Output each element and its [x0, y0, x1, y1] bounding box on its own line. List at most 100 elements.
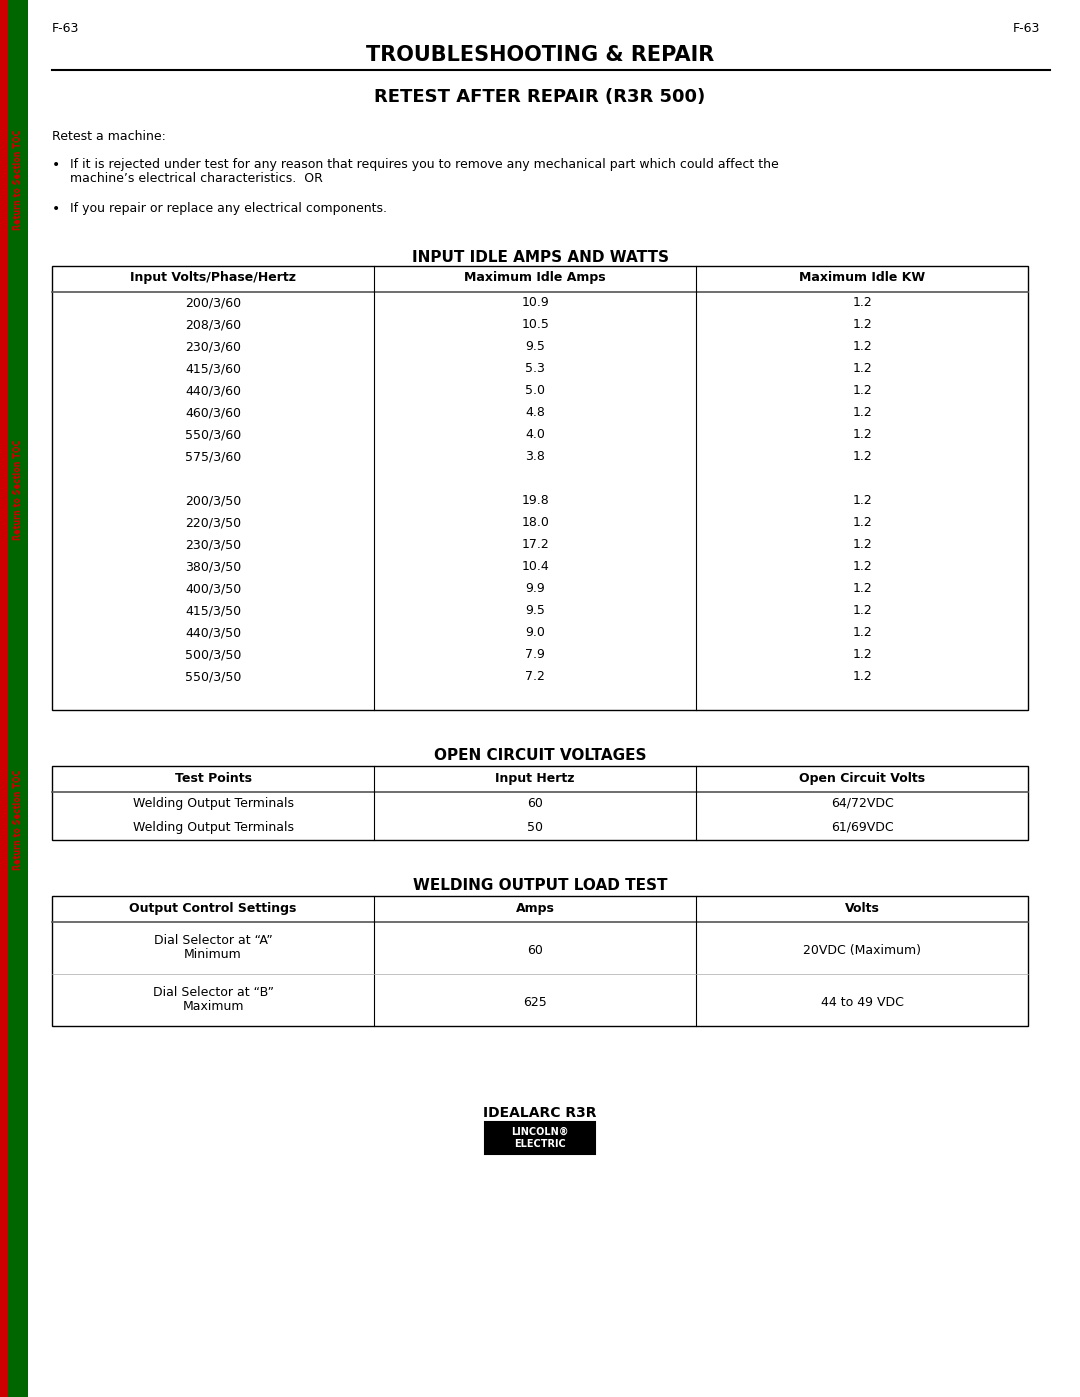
Text: 550/3/50: 550/3/50	[185, 671, 241, 683]
Text: 415/3/60: 415/3/60	[185, 362, 241, 374]
Text: 9.5: 9.5	[525, 604, 545, 617]
Text: 9.9: 9.9	[525, 583, 545, 595]
Text: 460/3/60: 460/3/60	[185, 407, 241, 419]
Text: F-63: F-63	[1013, 22, 1040, 35]
Text: 415/3/50: 415/3/50	[185, 604, 241, 617]
Text: LINCOLN®
ELECTRIC: LINCOLN® ELECTRIC	[511, 1127, 569, 1148]
Text: Welding Output Terminals: Welding Output Terminals	[133, 798, 294, 810]
Text: WELDING OUTPUT LOAD TEST: WELDING OUTPUT LOAD TEST	[413, 877, 667, 893]
Bar	[0, 0, 8, 1397]
Text: Return to Master TOC: Return to Master TOC	[13, 331, 23, 429]
Text: TROUBLESHOOTING & REPAIR: TROUBLESHOOTING & REPAIR	[366, 45, 714, 66]
Text: 230/3/50: 230/3/50	[185, 538, 241, 550]
Text: Return to Section TOC: Return to Section TOC	[13, 130, 23, 231]
Text: 1.2: 1.2	[852, 427, 872, 441]
Text: 3.8: 3.8	[525, 450, 545, 462]
Bar	[52, 766, 1028, 840]
Text: 44 to 49 VDC: 44 to 49 VDC	[821, 996, 904, 1009]
Text: If it is rejected under test for any reason that requires you to remove any mech: If it is rejected under test for any rea…	[70, 158, 779, 170]
Text: 1.2: 1.2	[852, 296, 872, 309]
Bar	[8, 0, 28, 1397]
Text: 64/72VDC: 64/72VDC	[831, 798, 893, 810]
Text: OPEN CIRCUIT VOLTAGES: OPEN CIRCUIT VOLTAGES	[434, 747, 646, 763]
Text: 1.2: 1.2	[852, 560, 872, 573]
Text: 50: 50	[527, 821, 543, 834]
Text: 1.2: 1.2	[852, 407, 872, 419]
Text: 19.8: 19.8	[522, 495, 549, 507]
Text: Return to Master TOC: Return to Master TOC	[13, 641, 23, 739]
Text: Amps: Amps	[515, 902, 554, 915]
Text: RETEST AFTER REPAIR (R3R 500): RETEST AFTER REPAIR (R3R 500)	[375, 88, 705, 106]
Text: 18.0: 18.0	[522, 515, 549, 529]
Text: 5.3: 5.3	[525, 362, 545, 374]
Text: 200/3/60: 200/3/60	[185, 296, 241, 309]
Text: machine’s electrical characteristics.  OR: machine’s electrical characteristics. OR	[70, 172, 323, 184]
Text: 61/69VDC: 61/69VDC	[831, 821, 893, 834]
Text: 10.4: 10.4	[522, 560, 549, 573]
Text: F-63: F-63	[52, 22, 79, 35]
Text: 1.2: 1.2	[852, 648, 872, 661]
Text: 575/3/60: 575/3/60	[185, 450, 241, 462]
Bar	[52, 895, 1028, 1025]
Text: If you repair or replace any electrical components.: If you repair or replace any electrical …	[70, 203, 387, 215]
Text: Retest a machine:: Retest a machine:	[52, 130, 166, 142]
Text: 10.5: 10.5	[522, 319, 549, 331]
Text: Dial Selector at “A”: Dial Selector at “A”	[153, 935, 272, 947]
Text: Return to Section TOC: Return to Section TOC	[13, 770, 23, 870]
Text: Return to Master TOC: Return to Master TOC	[13, 971, 23, 1069]
Text: 1.2: 1.2	[852, 319, 872, 331]
Text: 4.0: 4.0	[525, 427, 545, 441]
Text: 7.2: 7.2	[525, 671, 545, 683]
Text: 208/3/60: 208/3/60	[185, 319, 241, 331]
Text: Test Points: Test Points	[175, 773, 252, 785]
Text: Maximum Idle Amps: Maximum Idle Amps	[464, 271, 606, 284]
Text: 17.2: 17.2	[522, 538, 549, 550]
Text: Return to Section TOC: Return to Section TOC	[13, 440, 23, 541]
Text: Output Control Settings: Output Control Settings	[130, 902, 297, 915]
Text: 4.8: 4.8	[525, 407, 545, 419]
Text: 60: 60	[527, 798, 543, 810]
Text: 9.0: 9.0	[525, 626, 545, 638]
Text: Maximum: Maximum	[183, 1000, 244, 1013]
Text: Volts: Volts	[845, 902, 879, 915]
Text: 9.5: 9.5	[525, 339, 545, 353]
Text: 1.2: 1.2	[852, 538, 872, 550]
Bar	[52, 265, 1028, 710]
Text: 1.2: 1.2	[852, 384, 872, 397]
Text: 60: 60	[527, 944, 543, 957]
Text: 7.9: 7.9	[525, 648, 545, 661]
Text: 1.2: 1.2	[852, 495, 872, 507]
Text: 1.2: 1.2	[852, 515, 872, 529]
Text: 500/3/50: 500/3/50	[185, 648, 241, 661]
Text: •: •	[52, 203, 60, 217]
Text: 440/3/50: 440/3/50	[185, 626, 241, 638]
Text: 380/3/50: 380/3/50	[185, 560, 241, 573]
Text: 400/3/50: 400/3/50	[185, 583, 241, 595]
Text: 220/3/50: 220/3/50	[185, 515, 241, 529]
Text: 200/3/50: 200/3/50	[185, 495, 241, 507]
Text: 5.0: 5.0	[525, 384, 545, 397]
Text: Maximum Idle KW: Maximum Idle KW	[799, 271, 926, 284]
Text: 10.9: 10.9	[522, 296, 549, 309]
Text: Welding Output Terminals: Welding Output Terminals	[133, 821, 294, 834]
Text: 440/3/60: 440/3/60	[185, 384, 241, 397]
Text: Input Hertz: Input Hertz	[496, 773, 575, 785]
Text: 230/3/60: 230/3/60	[185, 339, 241, 353]
Bar	[485, 1122, 595, 1154]
Text: Input Volts/Phase/Hertz: Input Volts/Phase/Hertz	[130, 271, 296, 284]
Text: 1.2: 1.2	[852, 339, 872, 353]
Text: 1.2: 1.2	[852, 583, 872, 595]
Text: 1.2: 1.2	[852, 626, 872, 638]
Text: 550/3/60: 550/3/60	[185, 427, 241, 441]
Text: •: •	[52, 158, 60, 172]
Text: Minimum: Minimum	[185, 949, 242, 961]
Text: 1.2: 1.2	[852, 671, 872, 683]
Text: 1.2: 1.2	[852, 604, 872, 617]
Text: 1.2: 1.2	[852, 450, 872, 462]
Text: IDEALARC R3R: IDEALARC R3R	[483, 1106, 597, 1120]
Text: INPUT IDLE AMPS AND WATTS: INPUT IDLE AMPS AND WATTS	[411, 250, 669, 265]
Text: Dial Selector at “B”: Dial Selector at “B”	[152, 986, 273, 999]
Text: 1.2: 1.2	[852, 362, 872, 374]
Text: 20VDC (Maximum): 20VDC (Maximum)	[804, 944, 921, 957]
Text: 625: 625	[523, 996, 546, 1009]
